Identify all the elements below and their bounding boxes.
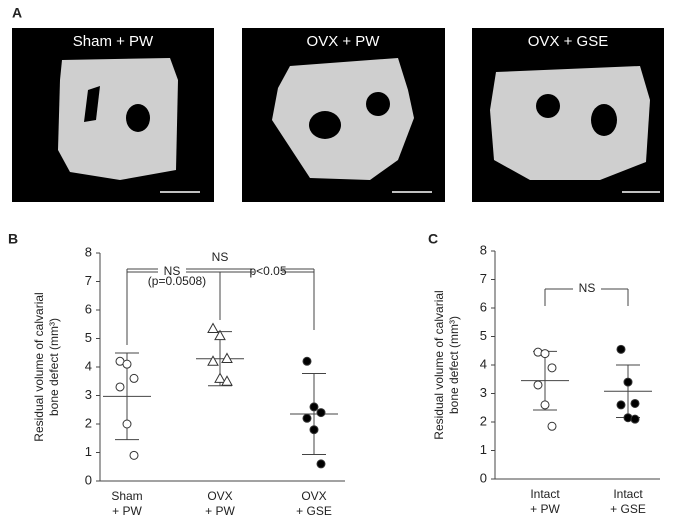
data-point xyxy=(316,459,326,469)
data-point xyxy=(214,329,226,341)
data-point xyxy=(129,373,139,383)
image-title: OVX + PW xyxy=(307,33,381,50)
data-point xyxy=(302,356,312,366)
image-title: Sham + PW xyxy=(73,33,154,50)
annotation-bg xyxy=(254,265,282,279)
annotation: p<0.05 xyxy=(249,264,286,278)
annotation: NS xyxy=(579,281,596,295)
y-tick-label: 5 xyxy=(480,328,487,343)
image-2: OVX + PW xyxy=(242,28,445,202)
y-axis-label: Residual volume of calvarial xyxy=(432,290,446,439)
data-point xyxy=(122,359,132,369)
y-tick-label: 8 xyxy=(85,244,92,259)
data-point xyxy=(129,450,139,460)
data-point xyxy=(122,419,132,429)
y-tick-label: 7 xyxy=(85,273,92,288)
data-point xyxy=(309,425,319,435)
y-tick-label: 3 xyxy=(85,387,92,402)
y-tick-label: 4 xyxy=(480,356,487,371)
annotation: NS xyxy=(164,264,181,278)
annotation: (p=0.0508) xyxy=(148,274,206,288)
data-point xyxy=(207,322,219,334)
data-point xyxy=(547,421,557,431)
data-point xyxy=(533,380,543,390)
panel-label: C xyxy=(428,231,438,247)
x-tick-label: Intact xyxy=(613,487,643,501)
data-point xyxy=(540,349,550,359)
y-tick-label: 0 xyxy=(480,470,487,485)
data-point xyxy=(316,408,326,418)
image-3: OVX + GSE xyxy=(472,28,664,202)
y-axis-label: Residual volume of calvarial xyxy=(32,292,46,441)
x-tick-label: + PW xyxy=(205,504,235,517)
y-tick-label: 1 xyxy=(480,442,487,457)
data-point xyxy=(115,382,125,392)
image-1: Sham + PW xyxy=(12,28,214,202)
y-tick-label: 2 xyxy=(480,413,487,428)
x-tick-label: OVX xyxy=(207,489,232,503)
x-tick-label: Intact xyxy=(530,487,560,501)
panel-label: B xyxy=(8,231,18,247)
panel-label: A xyxy=(12,5,22,21)
annotation-bg xyxy=(163,275,191,289)
x-tick-label: + GSE xyxy=(610,502,646,516)
image-title: OVX + GSE xyxy=(528,33,608,50)
y-tick-label: 2 xyxy=(85,415,92,430)
y-tick-label: 8 xyxy=(480,242,487,257)
data-point xyxy=(623,377,633,387)
annotation-bg xyxy=(206,251,234,265)
annotation-bg xyxy=(573,282,601,296)
x-tick-label: + PW xyxy=(112,504,142,517)
data-point xyxy=(616,400,626,410)
x-tick-label: + PW xyxy=(530,502,560,516)
y-tick-label: 6 xyxy=(480,299,487,314)
y-tick-label: 4 xyxy=(85,358,92,373)
y-tick-label: 5 xyxy=(85,330,92,345)
x-tick-label: + GSE xyxy=(296,504,332,517)
data-point xyxy=(540,400,550,410)
x-tick-label: OVX xyxy=(301,489,326,503)
y-axis-label: bone defect (mm³) xyxy=(447,316,461,414)
data-point xyxy=(547,363,557,373)
data-point xyxy=(616,344,626,354)
y-tick-label: 0 xyxy=(85,472,92,487)
y-tick-label: 6 xyxy=(85,301,92,316)
data-point xyxy=(309,402,319,412)
data-point xyxy=(302,413,312,423)
data-point xyxy=(221,375,233,386)
data-point xyxy=(630,414,640,424)
y-tick-label: 1 xyxy=(85,444,92,459)
x-tick-label: Sham xyxy=(111,489,142,503)
y-tick-label: 7 xyxy=(480,271,487,286)
annotation: NS xyxy=(212,250,229,264)
y-axis-label: bone defect (mm³) xyxy=(47,318,61,416)
data-point xyxy=(221,352,233,363)
data-point xyxy=(214,372,226,383)
data-point xyxy=(630,398,640,408)
data-point xyxy=(207,355,219,366)
y-tick-label: 3 xyxy=(480,385,487,400)
